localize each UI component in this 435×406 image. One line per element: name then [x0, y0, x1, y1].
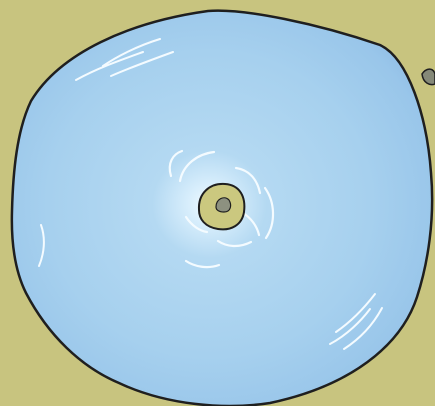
center-ripple-8 — [184, 215, 209, 234]
ripple-bottom-right-2 — [329, 308, 371, 345]
center-ripple-2 — [168, 149, 184, 178]
center-ripple-7 — [216, 239, 253, 248]
center-ripple-6 — [184, 259, 221, 269]
center-ripple-3 — [234, 166, 262, 195]
bank-rock-right — [421, 68, 435, 86]
center-ripple-1 — [178, 150, 216, 183]
ripple-top-left-1 — [102, 38, 161, 67]
ripple-bottom-right-3 — [343, 307, 383, 350]
ripple-bottom-right-1 — [335, 293, 376, 333]
ripple-lines — [38, 38, 383, 350]
center-ripples — [168, 149, 275, 269]
ripple-top-left-2 — [75, 51, 144, 81]
ripple-left — [38, 224, 45, 267]
center-ripple-4 — [241, 211, 261, 237]
ripple-top-left-3 — [110, 51, 174, 77]
center-ripple-5 — [263, 186, 275, 240]
island-rock — [215, 197, 232, 213]
